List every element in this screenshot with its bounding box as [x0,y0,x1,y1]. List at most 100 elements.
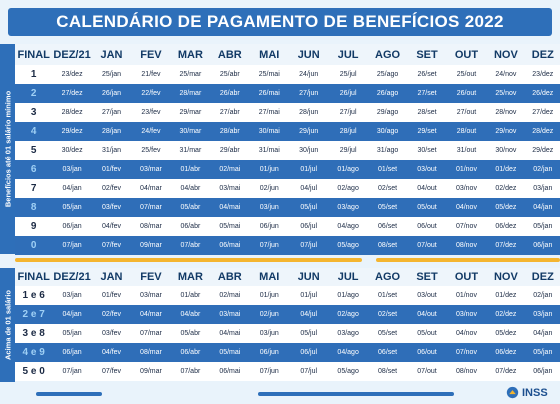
payment-date-cell: 31/mai [249,141,289,160]
payment-date-cell: 03/mar [131,286,171,305]
final-digit-cell: 1 e 6 [15,286,53,305]
payment-date-cell: 02/jun [249,305,289,324]
payment-date-cell: 29/set [407,122,447,141]
payment-date-cell: 04/abr [170,179,211,198]
payment-date-cell: 07/mar [131,324,171,343]
payment-date-cell: 06/jan [525,362,560,381]
payment-date-cell: 26/jul [328,84,368,103]
payment-date-cell: 07/jun [249,236,289,255]
column-header: OUT [446,44,487,65]
payment-date-cell: 08/set [367,362,408,381]
footer-bar-right [258,392,454,396]
section-divider-left [15,258,362,262]
payment-date-cell: 05/jan [52,198,92,217]
payment-date-cell: 28/jun [288,103,329,122]
table-row: 5 30/dez 31/jan 25/fev 31/mar 29/abr 31/mai 30/… [15,141,560,160]
column-header: DEZ/21 [52,44,92,65]
payment-date-cell: 04/nov [446,198,487,217]
column-header: JUL [328,44,368,65]
payment-date-cell: 01/set [367,286,408,305]
payment-date-cell: 01/fev [91,160,132,179]
payment-date-cell: 24/fev [131,122,171,141]
column-header: AGO [367,268,408,286]
payment-date-cell: 07/out [407,236,447,255]
payment-date-cell: 30/mai [249,122,289,141]
final-digit-cell: 4 [15,122,53,141]
payment-date-cell: 24/jun [288,65,329,84]
payment-date-cell: 01/ago [328,160,368,179]
header-row: FINAL DEZ/21 JAN FEV MAR ABR MAI JUN JUL AGO SET OU… [15,44,560,65]
payment-date-cell: 07/abr [170,236,211,255]
column-header: ABR [210,44,250,65]
table-row: 9 06/jan 04/fev 08/mar 06/abr 05/mai 06/jun 06/… [15,217,560,236]
payment-date-cell: 22/fev [131,84,171,103]
payment-date-cell: 02/mai [210,286,250,305]
payment-date-cell: 29/mar [170,103,211,122]
column-header: ABR [210,268,250,286]
final-digit-cell: 7 [15,179,53,198]
column-header: DEZ/21 [52,268,92,286]
payment-date-cell: 25/fev [131,141,171,160]
column-header: JAN [91,268,132,286]
payment-date-cell: 01/dez [486,160,526,179]
final-digit-cell: 5 e 0 [15,362,53,381]
footer-bar-left [36,392,102,396]
payment-date-cell: 30/nov [486,141,526,160]
section1-label: Benefícios até 01 salário mínimo [3,90,12,208]
payment-date-cell: 28/abr [210,122,250,141]
payment-date-cell: 23/dez [52,65,92,84]
inss-logo: INSS [506,386,548,399]
payment-date-cell: 29/abr [210,141,250,160]
payment-date-cell: 02/fev [91,305,132,324]
section-divider-right [376,258,560,262]
payment-date-cell: 03/out [407,286,447,305]
column-header: NOV [486,268,526,286]
header-row: FINAL DEZ/21 JAN FEV MAR ABR MAI JUN JUL AGO SET OU… [15,268,560,286]
payment-date-cell: 02/jan [525,286,560,305]
payment-date-cell: 09/mar [131,362,171,381]
payment-date-cell: 31/jan [91,141,132,160]
column-header: AGO [367,44,408,65]
payment-date-cell: 04/mar [131,305,171,324]
payment-date-cell: 06/out [407,343,447,362]
payment-date-cell: 03/fev [91,198,132,217]
column-header: NOV [486,44,526,65]
payment-date-cell: 03/jan [525,179,560,198]
payment-date-cell: 29/jul [328,141,368,160]
payment-date-cell: 04/ago [328,217,368,236]
payment-date-cell: 25/mai [249,65,289,84]
section2-side-label: Acima de 01 salário [0,268,15,382]
payment-date-cell: 03/nov [446,305,487,324]
payment-date-cell: 06/dez [486,343,526,362]
section1-table: FINAL DEZ/21 JAN FEV MAR ABR MAI JUN JUL AGO SET OU… [15,44,560,255]
table-row: 0 07/jan 07/fev 09/mar 07/abr 06/mai 07/jun 07/… [15,236,560,255]
payment-date-cell: 03/jan [52,286,92,305]
final-digit-cell: 9 [15,217,53,236]
payment-date-cell: 07/jan [52,236,92,255]
payment-date-cell: 27/jan [91,103,132,122]
payment-date-cell: 29/dez [52,122,92,141]
payment-date-cell: 01/ago [328,286,368,305]
payment-date-cell: 07/mar [131,198,171,217]
payment-date-cell: 26/abr [210,84,250,103]
column-header: JUN [288,268,329,286]
payment-date-cell: 06/mai [210,236,250,255]
payment-date-cell: 07/jul [288,236,329,255]
payment-date-cell: 04/abr [170,305,211,324]
column-header: JUL [328,268,368,286]
payment-date-cell: 03/nov [446,179,487,198]
payment-date-cell: 06/jan [525,236,560,255]
payment-date-cell: 07/jun [249,362,289,381]
payment-date-cell: 02/jun [249,179,289,198]
payment-date-cell: 03/jun [249,198,289,217]
column-header: MAI [249,268,289,286]
payment-date-cell: 06/set [367,343,408,362]
table-row: 2 e 7 04/jan 02/fev 04/mar 04/abr 03/mai 02/ju… [15,305,560,324]
payment-date-cell: 02/dez [486,305,526,324]
payment-date-cell: 01/jul [288,160,329,179]
payment-date-cell: 02/ago [328,179,368,198]
section1-side-label: Benefícios até 01 salário mínimo [0,44,15,254]
table-row: 8 05/jan 03/fev 07/mar 05/abr 04/mai 03/jun 05/… [15,198,560,217]
payment-date-cell: 04/jan [525,324,560,343]
payment-date-cell: 27/dez [52,84,92,103]
